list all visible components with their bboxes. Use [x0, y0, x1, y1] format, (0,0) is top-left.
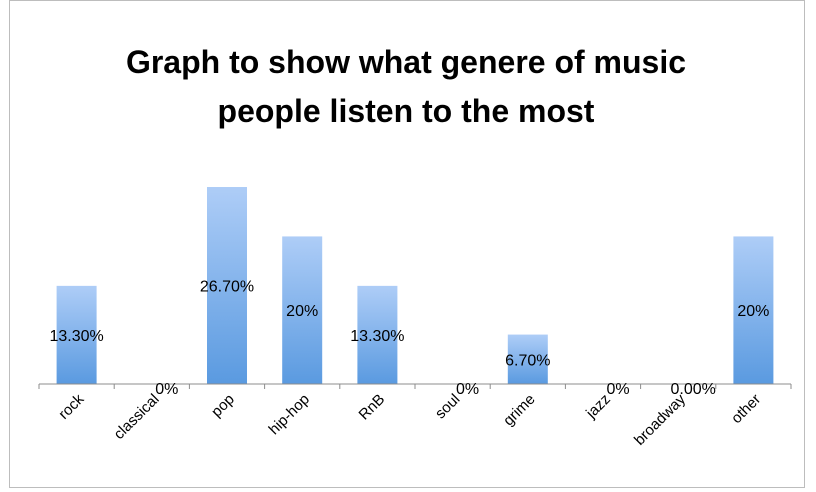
bar-hip-hop	[282, 236, 323, 384]
bar-rnb	[357, 285, 398, 384]
bar-rock	[56, 285, 97, 384]
data-label-broadway: 0.00%	[671, 381, 716, 398]
bar-grime	[507, 334, 548, 384]
data-label-classical: 0%	[155, 381, 178, 398]
chart-title-line-1: Graph to show what genere of music	[126, 44, 686, 80]
x-tick-label-rnb: RnB	[356, 391, 389, 424]
data-label-rock: 13.30%	[49, 328, 103, 345]
x-tick-label-classical: classical	[111, 391, 163, 443]
data-label-pop: 26.70%	[200, 279, 254, 296]
data-label-jazz: 0%	[606, 381, 629, 398]
x-tick-label-other: other	[728, 391, 764, 427]
x-ticks-group	[38, 384, 792, 389]
x-tick-label-rock: rock	[55, 390, 87, 422]
chart-frame: Graph to show what genere of music peopl…	[9, 0, 805, 488]
chart-title-line-2: people listen to the most	[218, 93, 595, 129]
x-tick-label-broadway: broadway	[631, 390, 689, 448]
data-labels-group: 13.30% 0% 26.70% 20% 13.30% 0% 6.70% 0% 0.00% 20%	[49, 279, 769, 399]
data-label-rnb: 13.30%	[350, 328, 404, 345]
x-tick-label-pop: pop	[208, 391, 238, 421]
data-label-hip-hop: 20%	[286, 303, 318, 320]
data-label-other: 20%	[737, 303, 769, 320]
category-labels-group: rock classical pop hip-hop RnB soul grime jazz b…	[55, 390, 764, 448]
bar-pop	[207, 187, 247, 384]
data-label-grime: 6.70%	[505, 352, 550, 369]
chart: Graph to show what genere of music peopl…	[38, 44, 792, 449]
x-tick-label-hip-hop: hip-hop	[266, 391, 313, 438]
x-tick-label-grime: grime	[500, 391, 539, 430]
bar-other	[733, 236, 774, 384]
bars-group	[56, 187, 774, 384]
data-label-soul: 0%	[456, 381, 479, 398]
